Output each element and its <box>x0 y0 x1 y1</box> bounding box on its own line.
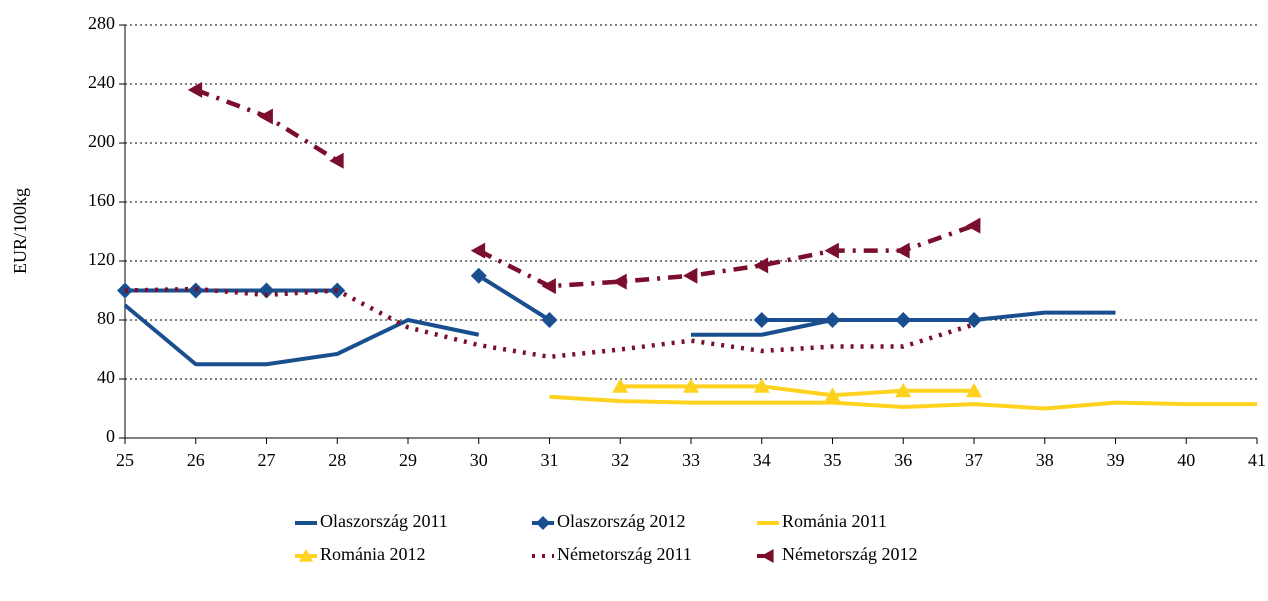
x-tick-label: 34 <box>753 450 771 470</box>
y-axis-label: EUR/100kg <box>10 188 30 274</box>
legend-marker <box>761 549 774 563</box>
x-tick-label: 27 <box>258 450 276 470</box>
series-marker <box>753 257 769 274</box>
series-marker <box>895 382 912 398</box>
y-tick-label: 0 <box>106 426 115 446</box>
series-marker <box>753 378 770 393</box>
series-marker <box>824 312 841 328</box>
y-tick-label: 40 <box>97 367 115 387</box>
x-tick-label: 37 <box>965 450 983 470</box>
legend-label: Németország 2011 <box>557 544 692 564</box>
legend-marker <box>299 549 313 562</box>
x-tick-label: 31 <box>541 450 559 470</box>
series-marker <box>966 312 982 328</box>
series-line <box>620 384 974 398</box>
x-tick-label: 25 <box>116 450 134 470</box>
x-tick-label: 35 <box>824 450 842 470</box>
series-line <box>123 303 1116 367</box>
y-tick-label: 80 <box>97 308 115 328</box>
series-marker <box>683 267 698 284</box>
series-marker <box>683 378 699 393</box>
x-tick-label: 33 <box>682 450 700 470</box>
series-marker <box>470 267 487 284</box>
x-tick-label: 41 <box>1248 450 1266 470</box>
legend-label: Olaszország 2012 <box>557 511 685 531</box>
x-tick-label: 38 <box>1036 450 1054 470</box>
series-marker <box>541 278 556 295</box>
series-marker <box>895 312 912 328</box>
legend-label: Románia 2011 <box>782 511 887 531</box>
y-tick-label: 280 <box>88 13 115 33</box>
series-marker <box>824 242 839 259</box>
x-tick-label: 39 <box>1107 450 1125 470</box>
legend-label: Németország 2012 <box>782 544 917 564</box>
series-line <box>124 286 975 360</box>
series-marker <box>753 312 770 328</box>
series-marker <box>895 242 910 259</box>
y-tick-label: 240 <box>88 72 115 92</box>
legend-marker <box>536 516 550 530</box>
series-marker <box>612 378 629 393</box>
series-marker <box>541 312 558 328</box>
series-marker <box>329 152 344 169</box>
y-tick-label: 120 <box>88 249 115 269</box>
x-tick-label: 32 <box>611 450 629 470</box>
x-tick-label: 26 <box>187 450 205 470</box>
y-tick-label: 200 <box>88 131 115 151</box>
legend-label: Olaszország 2011 <box>320 511 448 531</box>
series-marker <box>612 273 627 290</box>
series-marker <box>187 81 203 98</box>
x-tick-label: 40 <box>1177 450 1195 470</box>
x-tick-label: 30 <box>470 450 488 470</box>
series-marker <box>824 387 841 402</box>
series-marker <box>258 108 273 125</box>
series-line <box>125 274 974 322</box>
series-marker <box>966 217 981 234</box>
x-tick-label: 36 <box>894 450 912 470</box>
series-line <box>549 394 1257 411</box>
y-tick-label: 160 <box>88 190 115 210</box>
series-marker <box>470 242 486 259</box>
x-tick-label: 28 <box>328 450 346 470</box>
series-marker <box>258 282 275 299</box>
series-marker <box>966 382 982 398</box>
series-line <box>194 87 975 289</box>
x-tick-label: 29 <box>399 450 417 470</box>
legend-label: Románia 2012 <box>320 544 426 564</box>
